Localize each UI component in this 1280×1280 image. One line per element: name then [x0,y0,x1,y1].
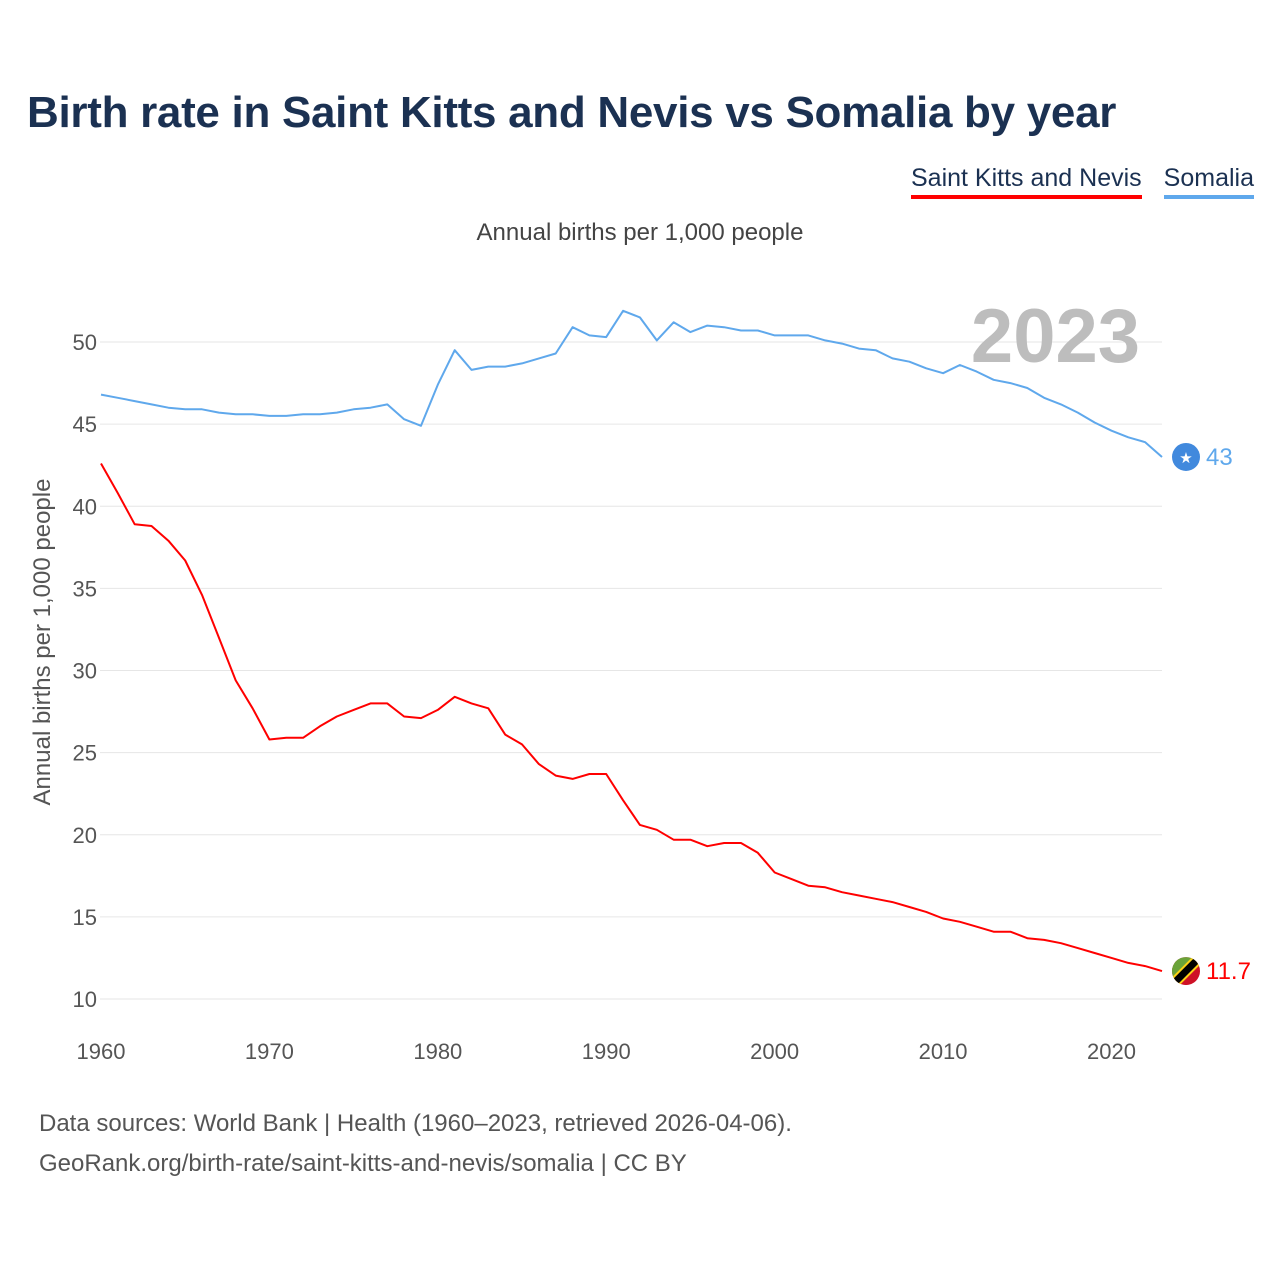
legend-item-somalia[interactable]: Somalia [1163,164,1254,199]
series-line-saint-kitts-and-nevis [100,463,1163,973]
y-tick-label: 15 [73,905,97,930]
data-source-text: Data sources: World Bank | Health (1960–… [39,1110,792,1137]
legend-item-saint-kitts-and-nevis[interactable]: Saint Kitts and Nevis [911,164,1142,199]
legend: Saint Kitts and Nevis Somalia [911,164,1254,199]
y-tick-label: 20 [73,823,97,848]
chart-subtitle: Annual births per 1,000 people [477,219,804,246]
source-url-text: GeoRank.org/birth-rate/saint-kitts-and-n… [39,1150,687,1177]
footer: Data sources: World Bank | Health (1960–… [39,1104,792,1184]
star-icon: ★ [1179,450,1192,467]
y-tick-label: 30 [73,659,97,684]
flag-saint-kitts-and-nevis-icon [1172,957,1200,986]
y-tick-label: 40 [73,494,97,519]
y-tick-label: 45 [73,412,97,437]
chart-title: Birth rate in Saint Kitts and Nevis vs S… [27,88,1117,137]
y-axis-label: Annual births per 1,000 people [29,479,56,806]
y-tick-label: 35 [73,576,97,601]
x-tick-label: 1990 [582,1039,631,1064]
x-tick-label: 2000 [750,1039,799,1064]
x-tick-label: 1960 [77,1039,126,1064]
end-value-label: 43 [1206,444,1233,471]
x-tick-label: 2020 [1087,1039,1136,1064]
y-tick-label: 25 [73,741,97,766]
y-tick-label: 10 [73,987,97,1012]
x-tick-label: 1970 [245,1039,294,1064]
flag-somalia-icon [1172,442,1200,471]
series-line-somalia [100,309,1163,458]
end-value-label: 11.7 [1206,958,1251,985]
x-tick-label: 2010 [919,1039,968,1064]
x-tick-label: 1980 [413,1039,462,1064]
y-tick-label: 50 [73,330,97,355]
year-watermark: 2023 [971,294,1140,379]
